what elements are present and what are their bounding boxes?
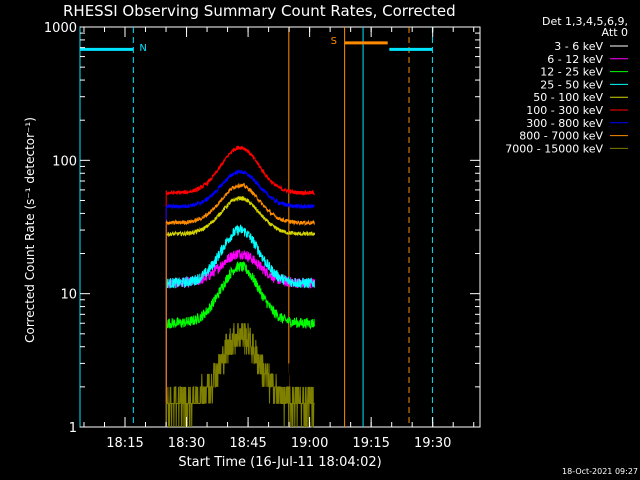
series-line <box>165 182 315 427</box>
legend-entry-label: 12 - 25 keV <box>540 66 603 79</box>
y-tick-label: 1000 <box>44 21 77 36</box>
legend-header-line-2: Att 0 <box>602 26 628 39</box>
x-tick-label: 19:15 <box>352 436 389 451</box>
legend-entry-label: 50 - 100 keV <box>533 91 603 104</box>
x-tick-label: 18:45 <box>229 436 266 451</box>
legend-entry-label: 800 - 7000 keV <box>519 130 603 143</box>
legend-header-line-1: Det 1,3,4,5,6,9, <box>542 15 628 28</box>
y-tick-label: 100 <box>52 154 77 169</box>
legend-entry-label: 25 - 50 keV <box>540 78 603 91</box>
x-tick-label: 19:00 <box>291 436 328 451</box>
series-line <box>165 195 316 427</box>
y-axis: 1 10 100 1000 <box>44 21 480 436</box>
footer-date: 18-Oct-2021 09:27 <box>562 467 638 476</box>
series-line <box>165 224 316 427</box>
chart-title: RHESSI Observing Summary Count Rates, Co… <box>63 2 456 20</box>
y-axis-label: Corrected Count Rate (s⁻¹ detector⁻¹) <box>23 117 37 343</box>
y-tick-label: 10 <box>60 288 77 303</box>
series-line <box>165 260 316 427</box>
y-tick-label: 1 <box>69 421 77 436</box>
legend-entry-label: 3 - 6 keV <box>554 40 603 53</box>
x-tick-label: 18:30 <box>168 436 205 451</box>
legend-entry-label: 100 - 300 keV <box>526 104 603 117</box>
x-axis-label: Start Time (16-Jul-11 18:04:02) <box>178 455 381 470</box>
series-line <box>165 280 316 427</box>
legend-entry-label: 6 - 12 keV <box>547 53 603 66</box>
legend-entry-label: 300 - 800 keV <box>526 117 603 130</box>
series-line <box>165 145 315 427</box>
legend-entry-label: 7000 - 15000 keV <box>505 142 603 155</box>
series-line <box>165 323 315 428</box>
x-tick-label: 19:30 <box>414 436 451 451</box>
plot-area: NS <box>79 26 481 428</box>
x-tick-label: 18:15 <box>106 436 143 451</box>
night-annotation: N <box>139 43 146 54</box>
series-line <box>165 169 316 427</box>
saa-annotation: S <box>331 36 337 47</box>
x-axis: 18:15 18:30 18:45 19:00 19:15 19:30 <box>83 27 475 451</box>
